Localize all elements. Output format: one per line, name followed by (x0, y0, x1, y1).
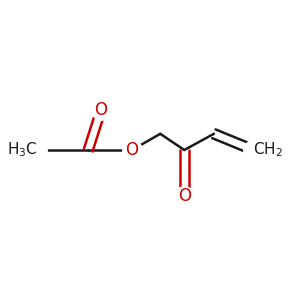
Text: H$_3$C: H$_3$C (7, 141, 38, 159)
Text: O: O (94, 101, 107, 119)
Text: CH$_2$: CH$_2$ (254, 141, 284, 159)
Text: O: O (178, 187, 191, 205)
Text: O: O (125, 141, 139, 159)
